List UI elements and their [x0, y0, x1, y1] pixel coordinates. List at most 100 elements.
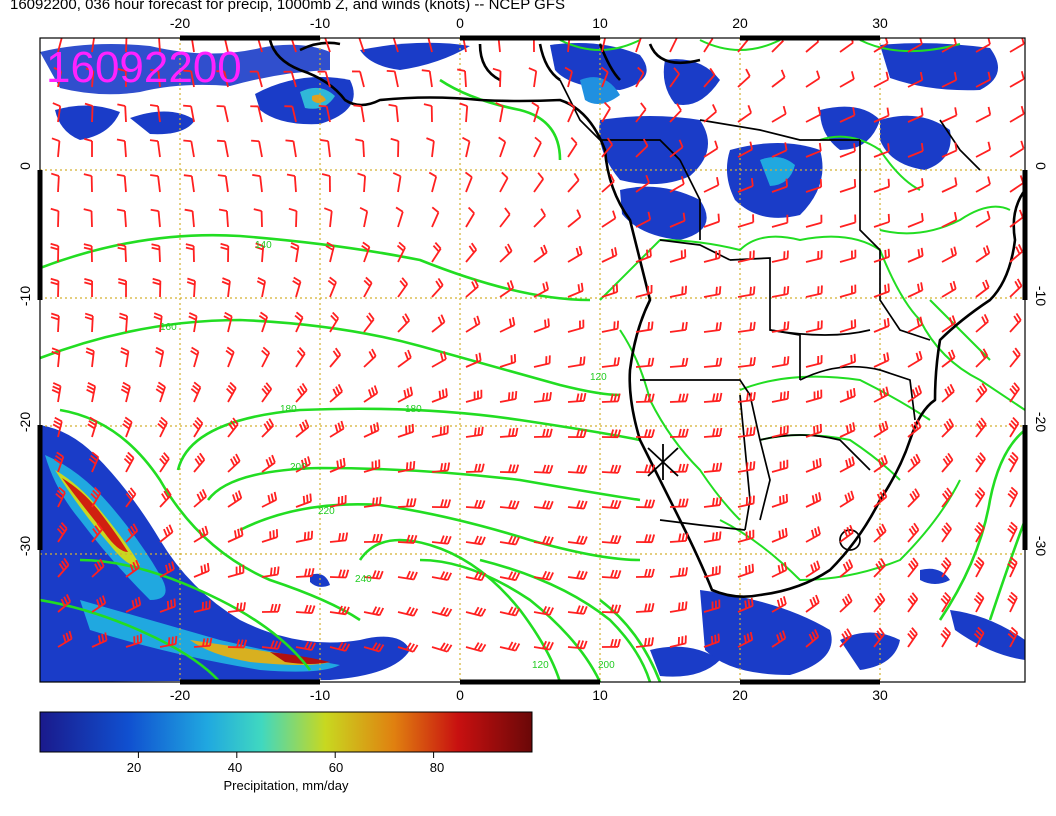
wind-barb: [941, 487, 953, 508]
wind-barb: [459, 102, 469, 123]
wind-barb: [873, 489, 888, 508]
wind-barb: [839, 490, 855, 508]
wind-barb: [431, 388, 448, 403]
wind-barb: [635, 285, 653, 298]
wind-barb: [190, 381, 202, 403]
wind-barb: [907, 557, 919, 578]
wind-barb: [295, 604, 316, 615]
wind-barb: [703, 497, 722, 508]
wind-barb: [159, 488, 172, 508]
wind-barb: [601, 604, 622, 614]
wind-barb: [567, 245, 583, 263]
wind-barb: [498, 136, 507, 158]
wind-barb: [397, 423, 415, 438]
wind-barb: [531, 101, 540, 123]
wind-barb: [117, 68, 127, 88]
wind-barb: [258, 311, 269, 333]
wind-barb: [873, 317, 890, 333]
wind-barb: [50, 277, 60, 298]
wind-barb: [907, 316, 924, 333]
wind-barb: [737, 495, 755, 508]
wind-barb: [465, 606, 487, 617]
wind-barb: [941, 522, 952, 543]
colorbar-tick-label: 40: [228, 760, 242, 775]
lon-tick-label: -20: [170, 687, 190, 703]
wind-barb: [873, 107, 890, 123]
wind-barb: [941, 280, 957, 298]
wind-barb: [499, 207, 511, 228]
wind-barb: [533, 136, 542, 158]
wind-barb: [397, 277, 409, 298]
wind-barb: [533, 281, 549, 298]
wind-barb: [120, 381, 131, 403]
wind-barb: [261, 529, 279, 543]
wind-barb: [771, 321, 790, 333]
wind-barb: [601, 137, 613, 158]
wind-barb: [941, 177, 958, 193]
wind-barb: [87, 416, 98, 438]
wind-barb: [499, 243, 513, 263]
wind-barb: [1007, 521, 1018, 543]
wind-barb: [363, 496, 382, 508]
wind-barb: [51, 347, 61, 368]
wind-barb: [431, 499, 452, 509]
wind-barb: [907, 627, 918, 648]
lat-tick-label: -20: [1033, 412, 1049, 432]
wind-barb: [83, 243, 93, 263]
wind-barb: [873, 71, 890, 88]
wind-barb: [737, 597, 754, 613]
wind-barb: [907, 213, 924, 228]
wind-barb: [125, 559, 140, 578]
wind-barb: [567, 500, 588, 510]
wind-barb: [907, 488, 920, 508]
wind-barb: [261, 382, 273, 403]
wind-barb: [703, 427, 723, 438]
wind-barb: [941, 246, 957, 263]
wind-barb: [329, 311, 340, 333]
colorbar-tick-label: 20: [127, 760, 141, 775]
wind-barb: [941, 142, 958, 158]
wind-barb: [50, 242, 60, 263]
wind-barb: [669, 393, 689, 403]
wind-barb: [220, 242, 230, 263]
wind-barb: [261, 603, 281, 613]
wind-barb: [226, 381, 237, 403]
wind-barb: [941, 38, 957, 53]
wind-barb: [499, 317, 516, 333]
wind-barb: [495, 102, 504, 123]
wind-barb: [286, 173, 297, 193]
wind-barb: [499, 354, 517, 368]
wind-barb: [669, 321, 688, 333]
wind-barb: [669, 38, 678, 53]
wind-barb: [316, 38, 331, 53]
wind-barb: [57, 630, 73, 648]
wind-barb: [53, 451, 65, 473]
wind-barb: [907, 71, 924, 88]
wind-barb: [261, 640, 282, 650]
wind-barb: [329, 420, 345, 438]
lon-tick-labels-bottom: -20 -10 0 10 20 30: [170, 687, 888, 703]
wind-barb: [973, 626, 985, 648]
wind-barb: [873, 213, 891, 228]
wind-barb: [295, 530, 314, 543]
wind-barb: [427, 38, 433, 53]
precip-colorbar: 20 40 60 80 Precipitation, mm/day: [39, 711, 533, 793]
wind-barb: [567, 137, 578, 158]
wind-barb: [635, 248, 652, 263]
wind-barb: [771, 356, 790, 368]
wind-barb: [84, 312, 94, 333]
wind-barb: [227, 453, 241, 473]
wind-barb: [397, 313, 411, 333]
lon-tick-label: 10: [592, 687, 608, 703]
wind-barb: [397, 570, 418, 581]
wind-barb: [295, 382, 308, 403]
wind-barb: [771, 214, 789, 228]
contour-label: 160: [160, 322, 177, 333]
wind-barb: [601, 569, 622, 579]
wind-barb: [601, 638, 621, 648]
wind-barb: [907, 38, 923, 53]
wind-barb: [353, 104, 365, 123]
wind-barb: [805, 594, 820, 613]
wind-barb: [193, 562, 210, 578]
wind-barb: [465, 463, 485, 473]
